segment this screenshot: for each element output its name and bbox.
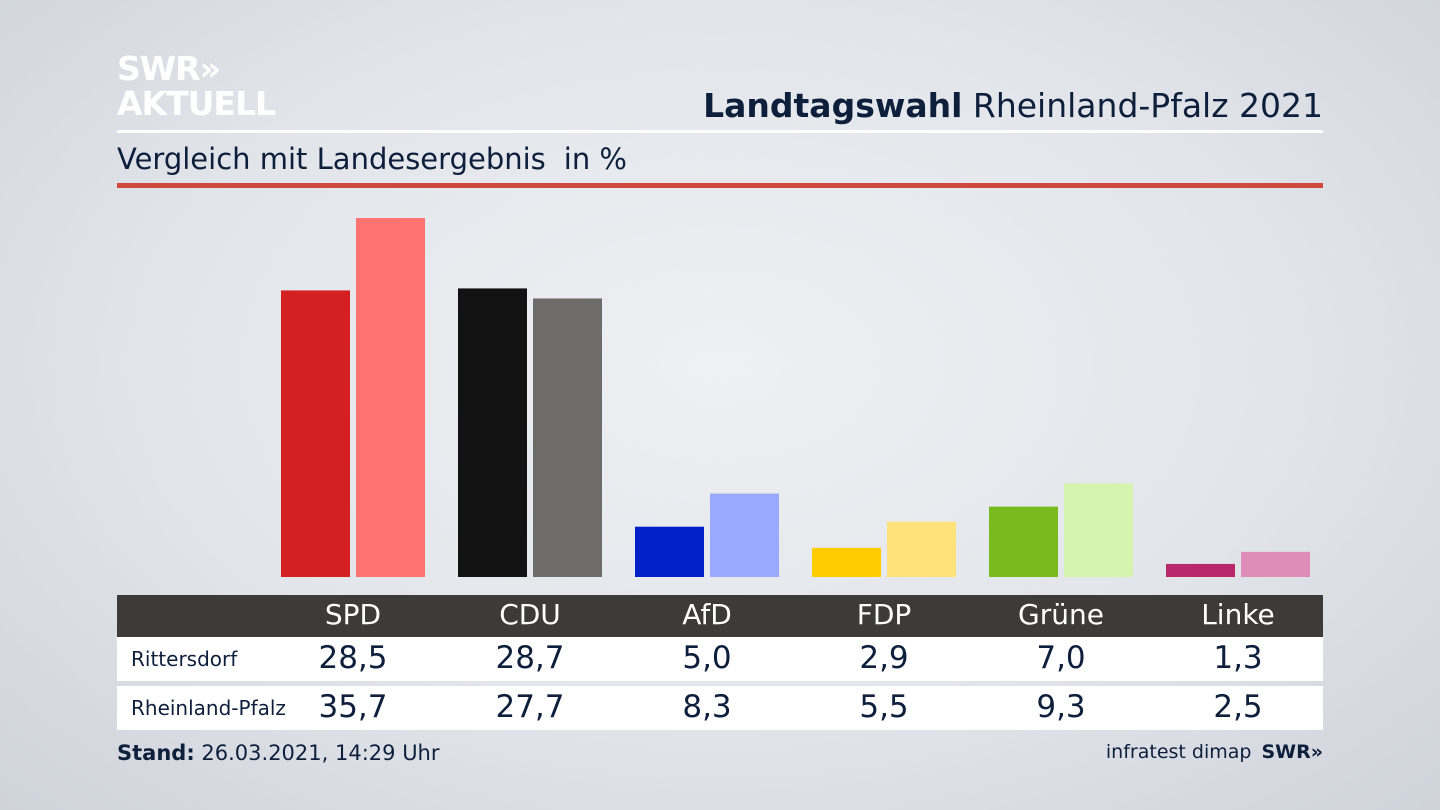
bar-cdu-rittersdorf bbox=[458, 288, 527, 577]
value-linke-rheinland-pfalz: 2,5 bbox=[1213, 689, 1263, 725]
logo-line-1: SWR» bbox=[117, 49, 221, 88]
table-header bbox=[117, 595, 1323, 637]
swr-brand: SWR» bbox=[1261, 741, 1323, 763]
party-label-gruene: Grüne bbox=[1018, 598, 1104, 631]
value-fdp-rheinland-pfalz: 5,5 bbox=[859, 689, 909, 725]
bar-linke-rheinland-pfalz bbox=[1241, 551, 1310, 577]
stand-value: 26.03.2021, 14:29 Uhr bbox=[201, 741, 440, 765]
value-afd-rheinland-pfalz: 8,3 bbox=[682, 689, 732, 725]
bar-fdp-rittersdorf bbox=[812, 547, 881, 577]
row-label-rheinland-pfalz: Rheinland-Pfalz bbox=[131, 696, 286, 720]
bar-gruene-rheinland-pfalz bbox=[1064, 483, 1133, 577]
stand-label: Stand: bbox=[117, 741, 195, 765]
value-cdu-rittersdorf: 28,7 bbox=[495, 640, 565, 676]
title-bold: Landtagswahl bbox=[703, 86, 963, 125]
chart-subtitle: Vergleich mit Landesergebnis in % bbox=[117, 142, 627, 176]
swr-aktuell-logo: SWR» AKTUELL bbox=[117, 49, 276, 123]
bar-afd-rheinland-pfalz bbox=[710, 493, 779, 577]
bar-spd-rheinland-pfalz bbox=[356, 218, 425, 577]
party-label-spd: SPD bbox=[324, 598, 382, 631]
value-cdu-rheinland-pfalz: 27,7 bbox=[495, 689, 565, 725]
title-rest: Rheinland-Pfalz 2021 bbox=[972, 86, 1323, 125]
source-text: infratest dimap bbox=[1105, 741, 1252, 763]
bar-cdu-rheinland-pfalz bbox=[533, 298, 602, 577]
bar-linke-rittersdorf bbox=[1166, 563, 1235, 577]
title-divider bbox=[117, 130, 1323, 133]
source-credit: infratest dimap SWR» bbox=[1106, 741, 1323, 763]
accent-divider bbox=[117, 183, 1323, 188]
logo-line-2: AKTUELL bbox=[117, 84, 276, 123]
row-label-rittersdorf: Rittersdorf bbox=[131, 647, 238, 671]
value-gruene-rittersdorf: 7,0 bbox=[1036, 640, 1086, 676]
value-spd-rittersdorf: 28,5 bbox=[318, 640, 388, 676]
value-gruene-rheinland-pfalz: 9,3 bbox=[1036, 689, 1086, 725]
bar-afd-rittersdorf bbox=[635, 526, 704, 577]
subtitle-unit: in % bbox=[563, 142, 627, 176]
party-label-cdu: CDU bbox=[499, 598, 561, 631]
party-label-afd: AfD bbox=[682, 598, 732, 631]
table-row-rheinland-pfalz: Rheinland-Pfalz bbox=[117, 686, 1323, 730]
bar-gruene-rittersdorf bbox=[989, 506, 1058, 577]
timestamp: Stand: 26.03.2021, 14:29 Uhr bbox=[117, 741, 440, 765]
bar-fdp-rheinland-pfalz bbox=[887, 521, 956, 577]
table-row-rittersdorf: Rittersdorf bbox=[117, 637, 1323, 681]
page-title: Landtagswahl Rheinland-Pfalz 2021 bbox=[703, 86, 1323, 125]
value-fdp-rittersdorf: 2,9 bbox=[859, 640, 909, 676]
value-afd-rittersdorf: 5,0 bbox=[682, 640, 732, 676]
subtitle-text: Vergleich mit Landesergebnis bbox=[117, 142, 546, 176]
bar-spd-rittersdorf bbox=[281, 290, 350, 577]
value-spd-rheinland-pfalz: 35,7 bbox=[318, 689, 388, 725]
party-label-fdp: FDP bbox=[856, 598, 912, 631]
party-label-linke: Linke bbox=[1201, 598, 1275, 631]
value-linke-rittersdorf: 1,3 bbox=[1213, 640, 1263, 676]
